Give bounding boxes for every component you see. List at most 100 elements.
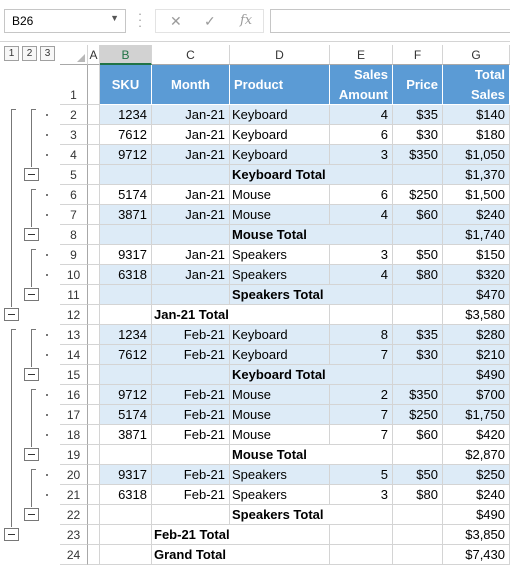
row-header[interactable]: 17	[60, 405, 88, 425]
sku-cell[interactable]	[100, 225, 152, 245]
sales-amount-cell[interactable]: 8	[330, 325, 393, 345]
column-header-a[interactable]: A	[88, 45, 100, 65]
sales-amount-cell[interactable]	[330, 545, 393, 565]
sku-cell[interactable]	[100, 505, 152, 525]
cell-a[interactable]	[88, 505, 100, 525]
row-header[interactable]: 4	[60, 145, 88, 165]
sales-amount-cell[interactable]: 7	[330, 345, 393, 365]
row-header[interactable]: 6	[60, 185, 88, 205]
row-header[interactable]: 16	[60, 385, 88, 405]
price-cell[interactable]: $50	[393, 245, 443, 265]
cell-a[interactable]	[88, 125, 100, 145]
total-sales-cell[interactable]: $320	[443, 265, 510, 285]
header-price[interactable]: Price	[393, 65, 443, 105]
collapse-group-icon[interactable]	[24, 168, 39, 181]
subtotal-value[interactable]: $490	[443, 505, 510, 525]
enter-icon[interactable]: ✓	[204, 13, 216, 29]
product-cell[interactable]: Keyboard	[230, 145, 330, 165]
cell-a[interactable]	[88, 265, 100, 285]
row-header[interactable]: 20	[60, 465, 88, 485]
select-all-corner[interactable]	[60, 45, 88, 65]
collapse-group-icon[interactable]	[24, 368, 39, 381]
name-box[interactable]: B26 ▼	[4, 9, 126, 33]
sales-amount-cell[interactable]	[330, 525, 393, 545]
price-cell[interactable]	[393, 505, 443, 525]
cell-a[interactable]	[88, 445, 100, 465]
month-cell[interactable]: Feb-21	[152, 385, 230, 405]
sales-amount-cell[interactable]	[330, 305, 393, 325]
subtotal-value[interactable]: $1,740	[443, 225, 510, 245]
product-cell[interactable]: Keyboard	[230, 125, 330, 145]
row-header[interactable]: 5	[60, 165, 88, 185]
header-month[interactable]: Month	[152, 65, 230, 105]
collapse-group-icon[interactable]	[24, 228, 39, 241]
cell-a[interactable]	[88, 305, 100, 325]
row-header[interactable]: 21	[60, 485, 88, 505]
sku-cell[interactable]	[100, 525, 152, 545]
price-cell[interactable]: $350	[393, 145, 443, 165]
sku-cell[interactable]: 9712	[100, 145, 152, 165]
column-header-f[interactable]: F	[393, 45, 443, 65]
row-header[interactable]: 2	[60, 105, 88, 125]
price-cell[interactable]: $80	[393, 485, 443, 505]
formula-input[interactable]	[270, 9, 510, 33]
cell-a[interactable]	[88, 225, 100, 245]
month-cell[interactable]: Feb-21	[152, 485, 230, 505]
sku-cell[interactable]	[100, 365, 152, 385]
sku-cell[interactable]: 7612	[100, 125, 152, 145]
cell-a[interactable]	[88, 285, 100, 305]
column-header-c[interactable]: C	[152, 45, 230, 65]
price-cell[interactable]: $50	[393, 465, 443, 485]
total-sales-cell[interactable]: $1,750	[443, 405, 510, 425]
product-cell[interactable]: Mouse	[230, 185, 330, 205]
sales-amount-cell[interactable]: 5	[330, 465, 393, 485]
cell-a[interactable]	[88, 365, 100, 385]
collapse-group-icon[interactable]	[24, 508, 39, 521]
cell-a[interactable]	[88, 325, 100, 345]
row-header[interactable]: 13	[60, 325, 88, 345]
price-cell[interactable]: $60	[393, 205, 443, 225]
sku-cell[interactable]	[100, 305, 152, 325]
sales-amount-cell[interactable]: 3	[330, 145, 393, 165]
subtotal-label[interactable]: Speakers Total	[230, 505, 393, 525]
cancel-icon[interactable]: ✕	[170, 13, 182, 29]
subtotal-label[interactable]: Mouse Total	[230, 225, 393, 245]
column-header-e[interactable]: E	[330, 45, 393, 65]
month-cell[interactable]: Feb-21	[152, 465, 230, 485]
month-cell[interactable]	[152, 365, 230, 385]
total-sales-cell[interactable]: $240	[443, 205, 510, 225]
price-cell[interactable]: $350	[393, 385, 443, 405]
price-cell[interactable]: $35	[393, 325, 443, 345]
total-sales-cell[interactable]: $700	[443, 385, 510, 405]
month-cell[interactable]: Feb-21	[152, 345, 230, 365]
subtotal-value[interactable]: $490	[443, 365, 510, 385]
month-cell[interactable]: Feb-21	[152, 425, 230, 445]
row-header[interactable]: 10	[60, 265, 88, 285]
price-cell[interactable]: $250	[393, 405, 443, 425]
sku-cell[interactable]: 9317	[100, 465, 152, 485]
total-sales-cell[interactable]: $180	[443, 125, 510, 145]
product-cell[interactable]: Mouse	[230, 425, 330, 445]
cell-a[interactable]	[88, 545, 100, 565]
total-sales-cell[interactable]: $150	[443, 245, 510, 265]
row-header[interactable]: 22	[60, 505, 88, 525]
month-cell[interactable]	[152, 165, 230, 185]
cell-a[interactable]	[88, 385, 100, 405]
group-total-label[interactable]: Jan-21 Total	[152, 305, 330, 325]
price-cell[interactable]: $60	[393, 425, 443, 445]
column-header-g[interactable]: G	[443, 45, 510, 65]
sku-cell[interactable]: 5174	[100, 185, 152, 205]
month-cell[interactable]: Jan-21	[152, 105, 230, 125]
price-cell[interactable]	[393, 225, 443, 245]
product-cell[interactable]: Speakers	[230, 465, 330, 485]
column-header-d[interactable]: D	[230, 45, 330, 65]
cell-a[interactable]	[88, 485, 100, 505]
price-cell[interactable]	[393, 365, 443, 385]
sku-cell[interactable]	[100, 285, 152, 305]
month-cell[interactable]	[152, 445, 230, 465]
total-sales-cell[interactable]: $420	[443, 425, 510, 445]
group-total-value[interactable]: $7,430	[443, 545, 510, 565]
cell-a[interactable]	[88, 245, 100, 265]
price-cell[interactable]: $80	[393, 265, 443, 285]
collapse-group-icon[interactable]	[4, 308, 19, 321]
